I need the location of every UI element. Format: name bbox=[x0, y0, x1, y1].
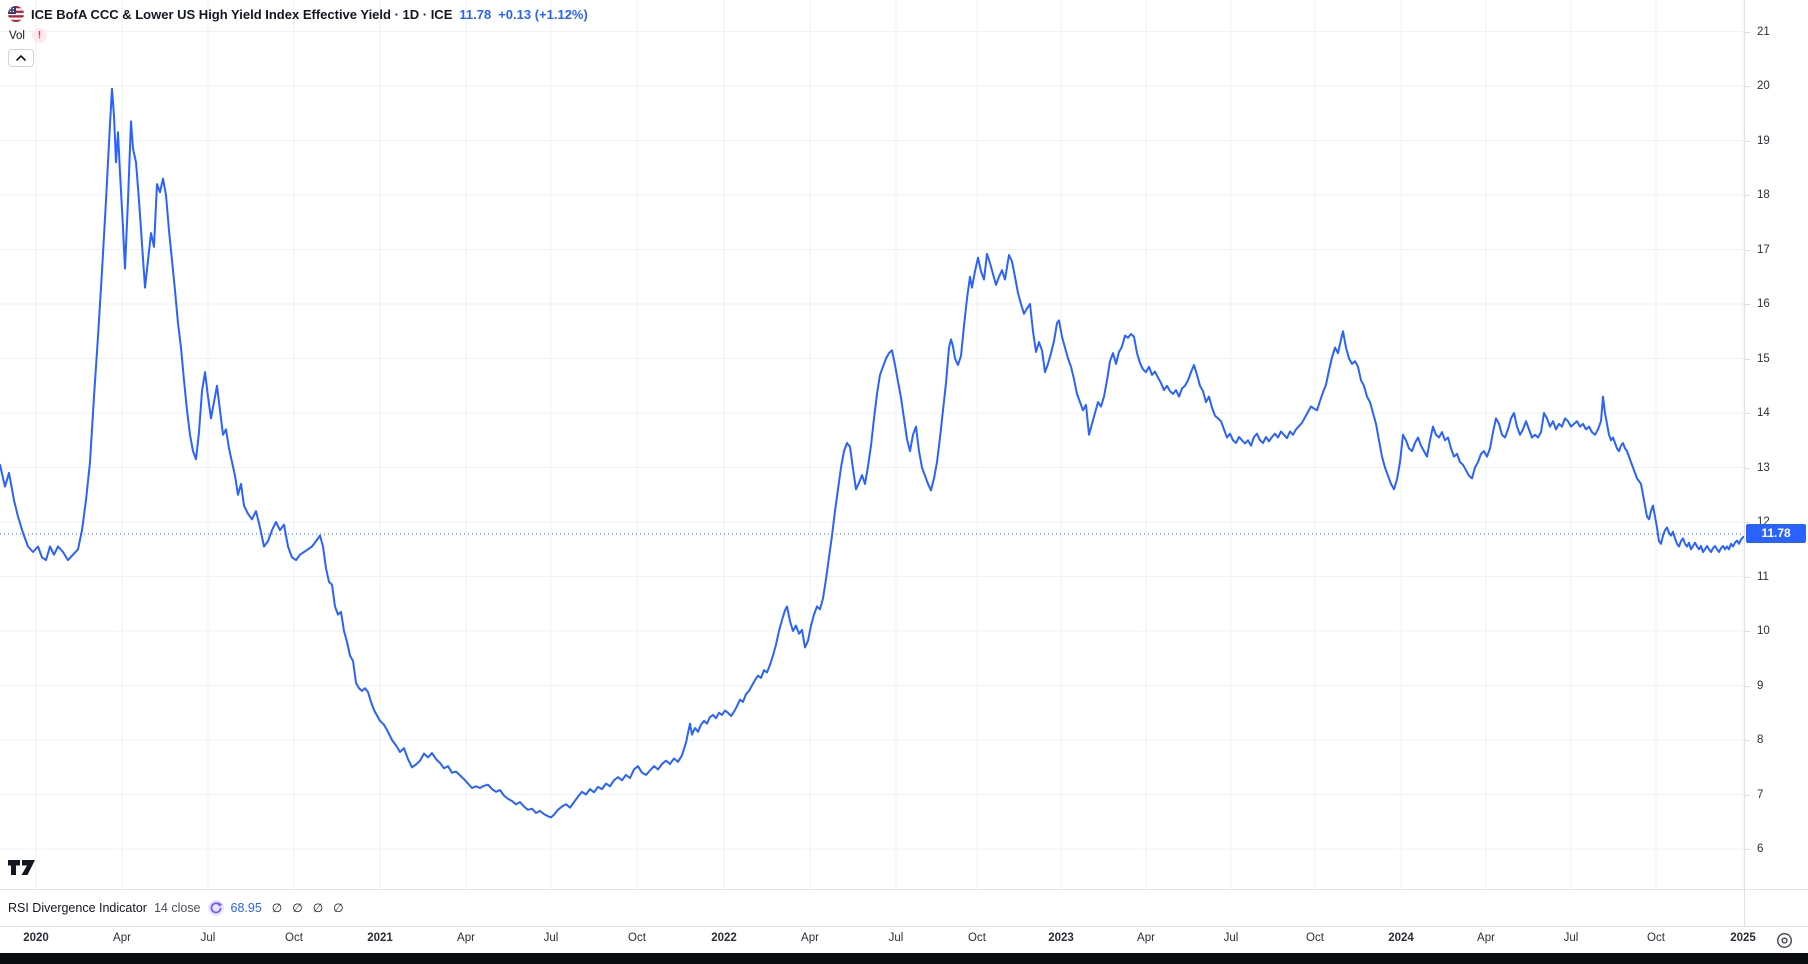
price-axis-tick bbox=[1745, 631, 1750, 632]
price-axis-label-18: 18 bbox=[1757, 189, 1770, 201]
time-axis-label-Oct: Oct bbox=[1647, 932, 1665, 944]
chart-legend: ICE BofA CCC & Lower US High Yield Index… bbox=[8, 6, 588, 67]
indicator-params: 14 close bbox=[153, 901, 201, 915]
time-axis-divider bbox=[0, 926, 1808, 927]
time-axis[interactable]: 2020 Apr Jul Oct 2021 Apr Jul Oct 2022 Apr Jul Oct 2… bbox=[0, 927, 1808, 953]
legend-price-change: +0.13 (+1.12%) bbox=[498, 6, 588, 22]
time-axis-label-Apr: Apr bbox=[1137, 932, 1155, 944]
price-axis-label-16: 16 bbox=[1757, 298, 1770, 310]
price-axis-tick bbox=[1745, 686, 1750, 687]
indicator-legend-row[interactable]: RSI Divergence Indicator 14 close 68.95 … bbox=[8, 890, 344, 926]
time-axis-label-2024: 2024 bbox=[1388, 932, 1414, 944]
price-axis-label-13: 13 bbox=[1757, 462, 1770, 474]
price-axis-tick bbox=[1745, 359, 1750, 360]
tradingview-logo[interactable] bbox=[8, 859, 37, 881]
volume-label: Vol bbox=[9, 29, 25, 42]
volume-legend-row[interactable]: Vol ! bbox=[9, 28, 588, 43]
indicator-loading-icon bbox=[207, 900, 224, 916]
indicator-empty-value: ∅ bbox=[271, 901, 283, 915]
price-axis-label-15: 15 bbox=[1757, 353, 1770, 365]
time-axis-label-Apr: Apr bbox=[1477, 932, 1495, 944]
price-axis-label-10: 10 bbox=[1757, 625, 1770, 637]
time-axis-label-Jul: Jul bbox=[888, 932, 904, 944]
time-axis-label-Apr: Apr bbox=[457, 932, 475, 944]
indicator-empty-value: ∅ bbox=[333, 901, 344, 915]
price-axis-label-17: 17 bbox=[1757, 244, 1770, 256]
time-axis-label-2023: 2023 bbox=[1048, 932, 1074, 944]
time-axis-label-Jul: Jul bbox=[200, 932, 216, 944]
time-axis-label-Oct: Oct bbox=[1306, 932, 1324, 944]
price-axis-tick bbox=[1745, 740, 1750, 741]
indicator-name[interactable]: RSI Divergence Indicator bbox=[8, 901, 147, 915]
price-axis-tick bbox=[1745, 141, 1750, 142]
price-axis-tick bbox=[1745, 413, 1750, 414]
indicator-empty-value: ∅ bbox=[292, 901, 303, 915]
time-axis-label-2021: 2021 bbox=[367, 932, 393, 944]
us-flag-icon bbox=[8, 6, 24, 22]
price-axis-label-7: 7 bbox=[1757, 789, 1764, 801]
price-axis-tick bbox=[1745, 577, 1750, 578]
yield-line-series bbox=[0, 87, 1744, 819]
price-axis-tick bbox=[1745, 86, 1750, 87]
price-axis-label-21: 21 bbox=[1757, 26, 1770, 38]
price-axis-tick bbox=[1745, 468, 1750, 469]
price-axis-tick bbox=[1745, 195, 1750, 196]
time-axis-label-2022: 2022 bbox=[711, 932, 737, 944]
pane-divider[interactable] bbox=[0, 889, 1808, 890]
price-axis-label-20: 20 bbox=[1757, 80, 1770, 92]
chevron-up-icon bbox=[16, 55, 26, 61]
indicator-value: 68.95 bbox=[230, 901, 262, 915]
volume-alert-icon[interactable]: ! bbox=[32, 28, 47, 43]
last-price-label: 11.78 bbox=[1746, 524, 1806, 543]
time-axis-label-Jul: Jul bbox=[1223, 932, 1239, 944]
bottom-bar bbox=[0, 953, 1808, 964]
collapse-pane-button[interactable] bbox=[8, 49, 34, 67]
time-axis-label-Oct: Oct bbox=[628, 932, 646, 944]
time-axis-label-2020: 2020 bbox=[23, 932, 49, 944]
legend-last-price: 11.78 bbox=[459, 6, 492, 22]
price-axis-tick bbox=[1745, 849, 1750, 850]
price-axis-label-6: 6 bbox=[1757, 843, 1764, 855]
timezone-clock-icon[interactable] bbox=[1774, 930, 1794, 950]
time-axis-label-Jul: Jul bbox=[543, 932, 559, 944]
price-axis-label-11: 11 bbox=[1757, 571, 1769, 583]
price-axis-label-14: 14 bbox=[1757, 407, 1770, 419]
indicator-empty-value: ∅ bbox=[312, 901, 324, 915]
time-axis-label-Apr: Apr bbox=[113, 932, 131, 944]
price-axis-tick bbox=[1745, 250, 1750, 251]
price-axis[interactable]: 21 20 19 18 17 16 15 14 13 12 11 10 9 8 7 6 bbox=[1744, 0, 1808, 953]
time-axis-label-Apr: Apr bbox=[801, 932, 819, 944]
price-chart-canvas[interactable] bbox=[0, 0, 1744, 889]
time-axis-label-Oct: Oct bbox=[968, 932, 986, 944]
time-axis-label-Oct: Oct bbox=[285, 932, 303, 944]
price-axis-label-9: 9 bbox=[1757, 680, 1764, 692]
time-axis-label-2025: 2025 bbox=[1730, 932, 1756, 944]
symbol-legend-row[interactable]: ICE BofA CCC & Lower US High Yield Index… bbox=[8, 6, 588, 22]
price-axis-tick bbox=[1745, 522, 1750, 523]
price-axis-tick bbox=[1745, 32, 1750, 33]
time-axis-label-Jul: Jul bbox=[1563, 932, 1579, 944]
price-axis-label-8: 8 bbox=[1757, 734, 1764, 746]
symbol-title[interactable]: ICE BofA CCC & Lower US High Yield Index… bbox=[31, 6, 453, 22]
price-axis-label-19: 19 bbox=[1757, 135, 1770, 147]
price-axis-tick bbox=[1745, 795, 1750, 796]
price-axis-tick bbox=[1745, 304, 1750, 305]
